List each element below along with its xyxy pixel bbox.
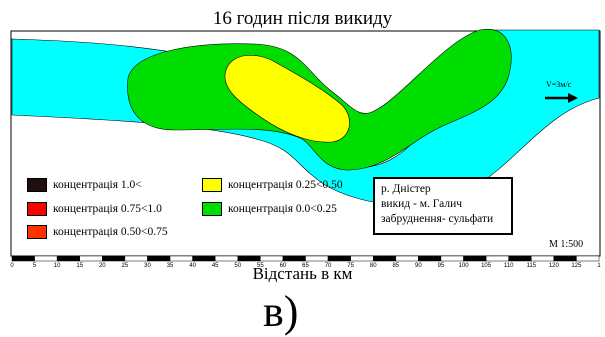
scale-tick-label: 110 <box>504 263 514 269</box>
scale-tick-label: 10 <box>54 263 61 269</box>
legend-swatch <box>27 225 47 239</box>
scale-segment <box>34 255 58 262</box>
legend-item-red: концентрація 0.75<1.0 <box>27 202 162 216</box>
scale-segment <box>147 255 171 262</box>
axis-title: Відстань в км <box>252 264 353 283</box>
scale-segment <box>395 255 419 262</box>
scale-segment <box>169 255 193 262</box>
map-title: 16 годин після викиду <box>212 8 393 29</box>
scale-tick-label: 30 <box>144 263 151 269</box>
legend-label: концентрація 0.0<0.25 <box>228 203 337 215</box>
velocity-label: V=3м/с <box>546 80 572 89</box>
scale-segment <box>508 255 532 262</box>
info-box: р. Дністер викид - м. Галич забруднення-… <box>373 177 513 235</box>
legend-swatch <box>202 202 222 216</box>
legend-swatch <box>27 202 47 216</box>
legend-swatch <box>202 178 222 192</box>
scale-segment <box>79 255 103 262</box>
scale-segment <box>56 255 80 262</box>
scale-segment <box>192 255 216 262</box>
legend-label: концентрація 1.0< <box>53 179 142 191</box>
legend-label: концентрація 0.25<0.50 <box>228 179 343 191</box>
contamination-zone-yellow <box>224 54 350 143</box>
scale-segment <box>463 255 487 262</box>
info-source: викид - м. Галич <box>381 198 463 210</box>
scale-tick-label: 65 <box>302 263 309 269</box>
scale-tick-label: 95 <box>438 263 445 269</box>
scale-tick-label: 85 <box>392 263 399 269</box>
scale-segment <box>102 255 126 262</box>
scale-segment <box>327 255 351 262</box>
scale-tick-label: 0 <box>10 263 14 269</box>
scale-tick-label: 75 <box>347 263 354 269</box>
panel-letter: в) <box>263 287 299 336</box>
scale-segment <box>237 255 261 262</box>
scale-tick-label: 20 <box>99 263 106 269</box>
scale-tick-label: 105 <box>481 263 492 269</box>
legend-label: концентрація 0.75<1.0 <box>53 203 162 215</box>
scale-segment <box>350 255 374 262</box>
scale-tick-label: 55 <box>257 263 264 269</box>
scale-segment <box>418 255 442 262</box>
scale-tick-label: 5 <box>33 263 37 269</box>
scale-tick-label: 40 <box>189 263 196 269</box>
legend-label: концентрація 0.50<0.75 <box>53 226 168 238</box>
info-river: р. Дністер <box>381 183 431 195</box>
scale-segment <box>260 255 284 262</box>
distance-scale-bar: 0 5 10 15 20 25 30 35 40 45 50 55 60 65 70 75 80 85 90 95 10… <box>10 255 601 269</box>
legend-item-yellow: концентрація 0.25<0.50 <box>202 178 343 192</box>
scale-tick-label: 50 <box>234 263 241 269</box>
legend-swatch <box>27 178 47 192</box>
scale-segment <box>531 255 555 262</box>
scale-tick-label: 90 <box>415 263 422 269</box>
scale-tick-label: 70 <box>325 263 332 269</box>
scale-segment <box>11 255 35 262</box>
scale-tick-label: 125 <box>571 263 582 269</box>
scale-tick-label: 120 <box>549 263 560 269</box>
scale-tick-label: 1 <box>597 263 601 269</box>
scale-tick-label: 115 <box>526 263 536 269</box>
legend-item-black: концентрація 1.0< <box>27 178 142 192</box>
scale-tick-label: 45 <box>212 263 219 269</box>
legend-item-orange: концентрація 0.50<0.75 <box>27 225 168 239</box>
scale-segment <box>214 255 239 262</box>
legend-item-green: концентрація 0.0<0.25 <box>202 202 337 216</box>
scale-segment <box>553 255 577 262</box>
scale-segment <box>372 255 397 262</box>
map-scale: М 1:500 <box>549 239 584 250</box>
scale-segment <box>485 255 509 262</box>
scale-segment <box>282 255 306 262</box>
scale-tick-label: 15 <box>76 263 83 269</box>
scale-segment <box>576 255 600 262</box>
scale-tick-label: 60 <box>280 263 287 269</box>
flow-arrow-icon <box>545 93 578 103</box>
scale-tick-label: 80 <box>370 263 377 269</box>
scale-tick-label: 35 <box>167 263 174 269</box>
scale-segment <box>124 255 148 262</box>
scale-segment <box>305 255 329 262</box>
scale-tick-label: 25 <box>122 263 129 269</box>
info-pollutant: забруднення- сульфати <box>381 213 494 225</box>
scale-segment <box>440 255 464 262</box>
scale-tick-label: 100 <box>459 263 470 269</box>
